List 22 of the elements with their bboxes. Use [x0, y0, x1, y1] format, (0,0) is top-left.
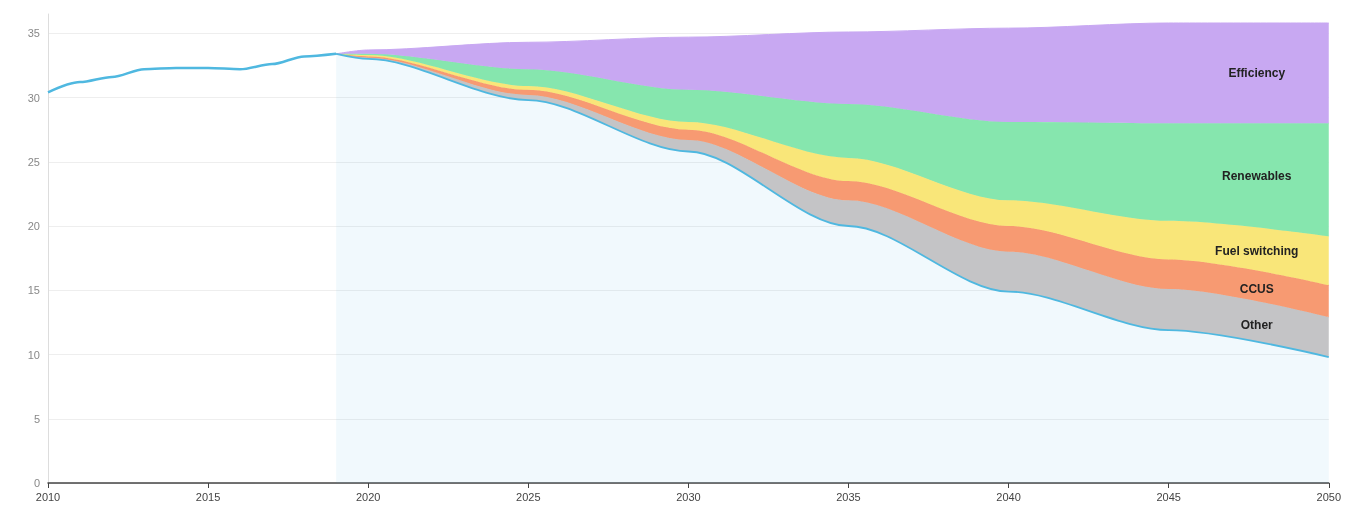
x-tick-label: 2010 [35, 490, 61, 503]
series-label: Fuel switching [1215, 244, 1299, 259]
x-tick-label: 2040 [996, 490, 1021, 503]
x-tick-label: 2045 [1156, 490, 1181, 503]
y-tick-label: 15 [27, 284, 40, 297]
series-label: Other [1240, 317, 1274, 332]
x-tick-label: 2035 [836, 490, 861, 503]
x-tick-label: 2050 [1316, 490, 1342, 503]
series-label: Efficiency [1228, 66, 1286, 81]
x-tick-label: 2030 [676, 490, 701, 503]
x-tick-label: 2025 [516, 490, 541, 503]
y-tick-label: 30 [27, 91, 40, 104]
x-tick-label: 2015 [195, 490, 221, 503]
series-label: Renewables [1222, 169, 1292, 184]
y-tick-label: 0 [33, 477, 40, 489]
x-tick-label: 2020 [355, 490, 381, 503]
y-tick-label: 20 [27, 220, 40, 233]
y-tick-label: 25 [27, 155, 40, 168]
y-tick-label: 35 [27, 27, 40, 40]
y-tick-label: 5 [33, 412, 40, 425]
y-tick-label: 10 [27, 348, 40, 361]
series-label: CCUS [1239, 282, 1274, 297]
